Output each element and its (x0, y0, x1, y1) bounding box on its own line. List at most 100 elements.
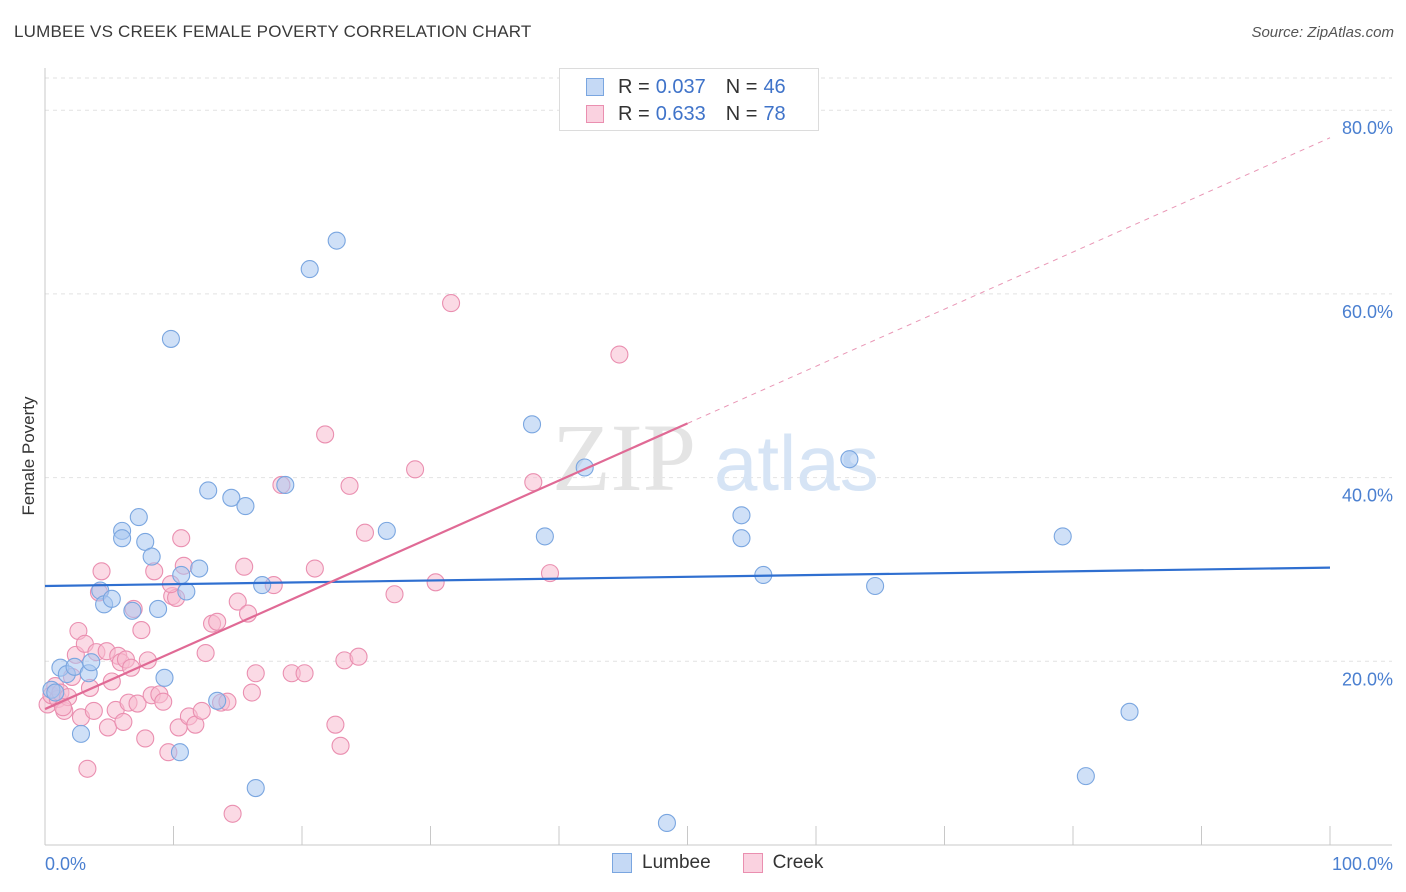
lumbee-point (149, 599, 168, 619)
chart-title: LUMBEE VS CREEK FEMALE POVERTY CORRELATI… (14, 22, 532, 41)
creek-point (326, 715, 345, 734)
creek-point (610, 345, 629, 364)
creek-point (524, 473, 543, 492)
source-label: Source: ZipAtlas.com (1251, 24, 1394, 41)
lumbee-point (170, 743, 189, 762)
creek-point (442, 294, 461, 313)
lumbee-point (236, 497, 255, 516)
creek-point (196, 643, 215, 663)
lumbee-point (46, 683, 65, 702)
creek-point (132, 621, 151, 640)
y-tick-label: 60.0% (1342, 302, 1393, 322)
legend-swatch-lumbee (586, 78, 604, 96)
creek-point (349, 647, 368, 666)
creek-point (295, 664, 314, 683)
creek-point (84, 701, 103, 720)
creek-point (208, 612, 227, 631)
creek-point (98, 718, 118, 737)
creek-point (192, 701, 211, 720)
lumbee-point (327, 231, 346, 250)
legend-n-label: N = (725, 75, 758, 98)
lumbee-point (1120, 702, 1139, 721)
lumbee-point (840, 450, 859, 469)
lumbee-point (276, 475, 295, 495)
lumbee-point (222, 488, 241, 507)
lumbee-point (113, 529, 132, 548)
lumbee-point (866, 576, 885, 596)
legend-n-value: 46 (763, 75, 786, 98)
creek-point (136, 729, 155, 748)
legend-r-value: 0.037 (655, 75, 706, 98)
y-tick-label: 40.0% (1342, 486, 1393, 506)
creek-point (92, 562, 111, 581)
lumbee-point (300, 260, 319, 279)
lumbee-point (199, 481, 218, 500)
y-tick-label: 20.0% (1342, 669, 1393, 689)
creek-trend-extension (687, 137, 1331, 424)
bottom-legend-lumbee: Lumbee (612, 852, 711, 874)
creek-point (540, 564, 560, 583)
creek-point (331, 736, 350, 755)
legend-r-label: R = (618, 102, 650, 125)
bottom-legend-creek: Creek (742, 852, 824, 874)
legend-r-value: 0.633 (655, 102, 706, 125)
lumbee-point (732, 506, 751, 525)
bottom-legend-swatch-lumbee (612, 853, 632, 873)
lumbee-point (1076, 767, 1095, 786)
lumbee-points (42, 231, 1139, 833)
x-tick-label: 100.0% (1332, 854, 1393, 874)
y-axis-label: Female Poverty (19, 396, 38, 516)
lumbee-point (1053, 527, 1072, 546)
creek-point (78, 759, 97, 778)
creek-point (114, 712, 133, 731)
creek-point (172, 529, 191, 548)
creek-point (242, 683, 261, 702)
creek-point (305, 559, 324, 578)
creek-point (223, 804, 242, 823)
creek-point (154, 692, 173, 711)
creek-point (128, 694, 147, 713)
lumbee-point (377, 521, 396, 540)
lumbee-point (129, 508, 148, 527)
lumbee-point (246, 779, 265, 798)
lumbee-point (123, 601, 142, 620)
x-tick-label: 0.0% (45, 854, 86, 874)
creek-point (145, 562, 164, 581)
legend-row-lumbee: R = 0.037 N = 46 (586, 76, 786, 98)
axes (44, 68, 1392, 846)
legend: R = 0.037 N = 46 R = 0.633 N = 78 (559, 68, 819, 131)
creek-point (235, 557, 254, 576)
creek-point (246, 664, 265, 683)
legend-n-label: N = (725, 102, 758, 125)
legend-n-value: 78 (763, 102, 786, 125)
y-tick-label: 80.0% (1342, 118, 1393, 138)
lumbee-point (657, 813, 676, 833)
lumbee-point (142, 547, 161, 566)
lumbee-point (82, 653, 101, 672)
bottom-legend: Lumbee Creek (612, 852, 855, 874)
lumbee-point (522, 415, 542, 434)
lumbee-point (161, 329, 180, 348)
legend-swatch-creek (586, 105, 604, 123)
lumbee-point (253, 576, 272, 595)
creek-point (385, 585, 404, 604)
legend-r-label: R = (618, 75, 650, 98)
creek-points (38, 294, 629, 823)
bottom-legend-label-creek: Creek (772, 852, 824, 873)
bottom-legend-label-lumbee: Lumbee (642, 852, 711, 873)
lumbee-point (208, 691, 227, 710)
creek-point (340, 476, 359, 495)
lumbee-point (71, 724, 91, 743)
tick-labels: 20.0% 40.0% 60.0% 80.0% 0.0% 100.0% (45, 118, 1393, 874)
creek-trend-line (44, 422, 688, 711)
lumbee-point (177, 582, 196, 601)
lumbee-point (172, 565, 191, 585)
lumbee-point (190, 559, 209, 578)
creek-point (228, 592, 247, 611)
creek-point (426, 573, 445, 592)
lumbee-point (732, 529, 751, 548)
lumbee-point (535, 527, 554, 546)
lumbee-trend-line (44, 566, 1331, 588)
bottom-legend-swatch-creek (742, 853, 763, 873)
